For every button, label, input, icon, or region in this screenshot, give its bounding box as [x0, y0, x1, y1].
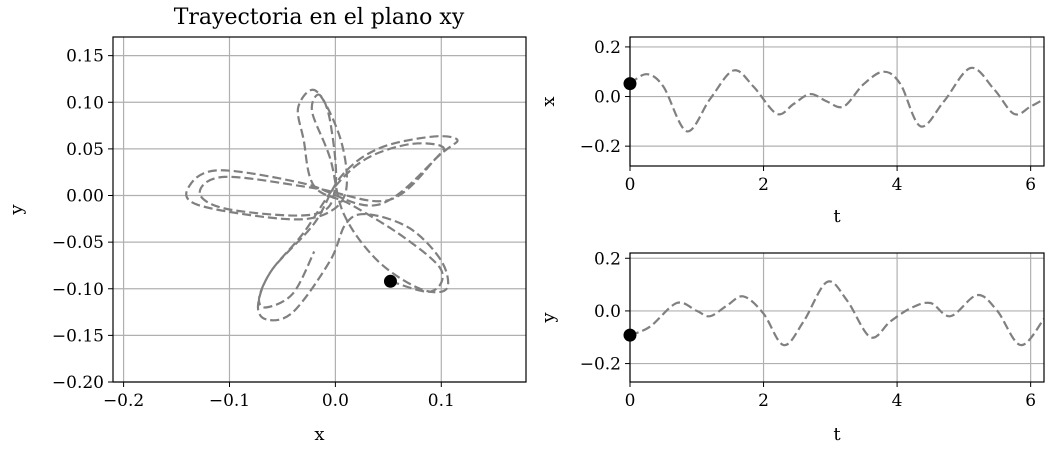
- x-tick-label: −0.2: [103, 391, 144, 411]
- y-vs-t-chart: 0 2 4 6 0.2 0.0 −0.2 t y: [538, 249, 1045, 445]
- axis-ticks: −0.2 −0.1 0.0 0.1 0.15 0.10 0.05 0.00 −0.05 −0.10…: [52, 47, 455, 411]
- axes-frame: [629, 252, 1045, 383]
- x-axis-label: t: [833, 206, 841, 227]
- y-tick-label: 0.15: [66, 47, 104, 67]
- x-axis-label: x: [314, 424, 324, 445]
- x-tick-label: 4: [892, 391, 903, 411]
- y-axis-label: x: [538, 96, 559, 106]
- x-tick-label: 0.0: [322, 391, 349, 411]
- x-tick-label: 0: [625, 391, 636, 411]
- y-tick-label: −0.15: [52, 326, 104, 346]
- y-tick-label: −0.20: [52, 373, 104, 393]
- x-tick-label: 2: [758, 391, 769, 411]
- y-axis-label: y: [6, 204, 27, 216]
- chart-title: Trayectoria en el plano xy: [174, 5, 465, 30]
- y-tick-label: −0.2: [580, 355, 621, 375]
- x-tick-label: 0: [625, 175, 636, 195]
- x-tick-label: 0.1: [428, 391, 455, 411]
- axis-ticks: 0 2 4 6 0.2 0.0 −0.2: [580, 249, 1036, 411]
- y-tick-label: 0.05: [66, 140, 104, 160]
- x-tick-label: 6: [1025, 391, 1036, 411]
- plot-area: [185, 88, 459, 322]
- x-tick-label: 4: [892, 175, 903, 195]
- y-tick-label: −0.10: [52, 280, 104, 300]
- series-line: [185, 88, 459, 322]
- y-axis-label: y: [538, 312, 559, 324]
- xy-trajectory-chart: Trayectoria en el plano xy −0.2 −0.1 0.0 0.…: [6, 5, 527, 445]
- x-tick-label: 6: [1025, 175, 1036, 195]
- series-line: [630, 66, 1044, 133]
- current-position-marker: [383, 274, 397, 288]
- x-vs-t-chart: 0 2 4 6 0.2 0.0 −0.2 t x: [538, 36, 1045, 227]
- axes-frame: [112, 36, 527, 383]
- y-tick-label: 0.10: [66, 93, 104, 113]
- y-tick-label: 0.2: [594, 249, 621, 269]
- axes-frame: [629, 36, 1045, 167]
- y-tick-label: −0.2: [580, 137, 621, 157]
- series-line: [630, 280, 1044, 347]
- y-tick-label: 0.00: [66, 187, 104, 207]
- axis-ticks: 0 2 4 6 0.2 0.0 −0.2: [580, 38, 1036, 195]
- y-tick-label: 0.0: [594, 302, 621, 322]
- y-tick-label: 0.0: [594, 88, 621, 108]
- x-axis-label: t: [833, 424, 841, 445]
- x-tick-label: −0.1: [209, 391, 250, 411]
- x-tick-label: 2: [758, 175, 769, 195]
- y-tick-label: 0.2: [594, 38, 621, 58]
- y-tick-label: −0.05: [52, 233, 104, 253]
